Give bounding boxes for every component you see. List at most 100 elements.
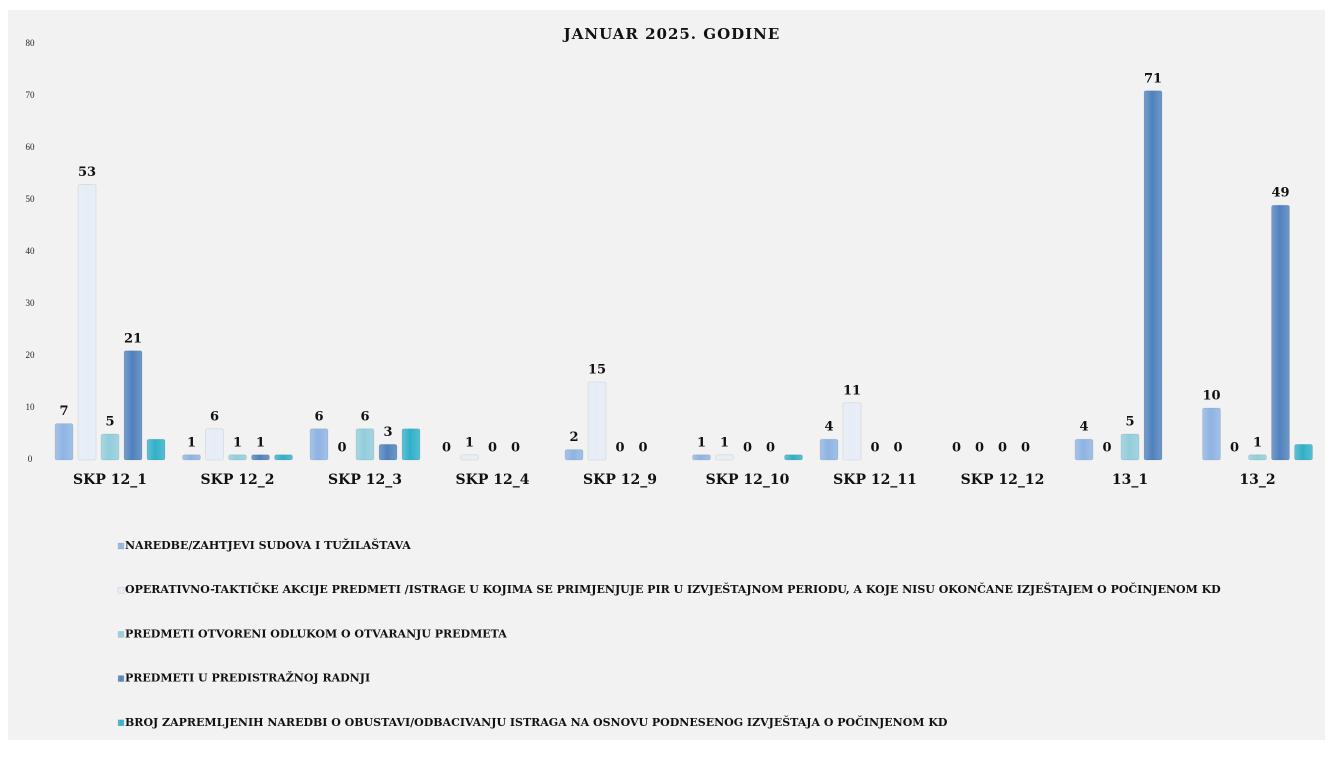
bar (123, 350, 143, 461)
bar (842, 402, 862, 461)
data-label: 4 (824, 420, 833, 435)
data-label: 6 (210, 409, 219, 424)
data-label: 1 (187, 435, 196, 450)
legend-label: OPERATIVNO-TAKTIČKE AKCIJE PREDMETI /IST… (125, 582, 1221, 596)
data-label: 1 (1253, 435, 1262, 450)
data-label: 0 (615, 441, 624, 456)
bar (587, 381, 607, 461)
data-label: 0 (893, 441, 902, 456)
data-label: 11 (843, 383, 861, 398)
data-label: 0 (488, 441, 497, 456)
data-label: 0 (511, 441, 520, 456)
data-label: 0 (952, 441, 961, 456)
y-tick-label: 80 (26, 38, 36, 48)
data-label: 1 (720, 435, 729, 450)
data-label: 0 (975, 441, 984, 456)
bar (100, 433, 120, 461)
data-label: 0 (870, 441, 879, 456)
legend-swatch (117, 719, 125, 727)
data-label: 5 (105, 415, 114, 430)
bar (77, 184, 97, 461)
x-tick-label: SKP 12_11 (833, 472, 917, 488)
legend-label: NAREDBE/ZAHTJEVI SUDOVA I TUŽILAŠTAVA (125, 538, 411, 552)
data-label: 3 (383, 425, 392, 440)
bar (1294, 444, 1313, 461)
legend-swatch (117, 675, 125, 682)
bar (309, 428, 329, 461)
data-label: 1 (697, 435, 706, 450)
data-label: 6 (314, 409, 323, 424)
legend-swatch (117, 631, 125, 638)
x-tick-label: SKP 12_2 (201, 472, 275, 488)
data-label: 1 (233, 435, 242, 450)
x-tick-label: 13_1 (1112, 472, 1148, 488)
x-tick-label: SKP 12_3 (328, 472, 402, 488)
bar (251, 454, 270, 461)
bar (819, 438, 839, 461)
bar (564, 449, 584, 461)
legend-label: PREDMETI OTVORENI ODLUKOM O OTVARANJU PR… (125, 627, 507, 640)
data-label: 71 (1144, 71, 1162, 86)
bar (205, 428, 224, 461)
bar (54, 423, 74, 461)
data-label: 5 (1125, 415, 1134, 430)
x-tick-label: SKP 12_12 (961, 472, 1045, 488)
bar (401, 428, 421, 461)
data-label: 0 (442, 441, 451, 456)
bar (378, 444, 398, 461)
x-tick-label: SKP 12_1 (73, 472, 147, 488)
bar (1143, 90, 1163, 461)
y-tick-label: 70 (26, 90, 36, 100)
y-tick-label: 50 (26, 194, 36, 204)
x-tick-label: 13_2 (1239, 472, 1275, 488)
bar (1248, 454, 1267, 461)
data-label: 0 (1102, 441, 1111, 456)
data-label: 10 (1202, 389, 1220, 404)
data-label: 21 (124, 331, 142, 346)
data-label: 49 (1271, 186, 1289, 201)
data-label: 0 (743, 441, 752, 456)
data-label: 0 (337, 441, 346, 456)
data-label: 0 (1021, 441, 1030, 456)
legend-swatch (117, 586, 125, 594)
bar (784, 454, 803, 461)
data-label: 0 (1230, 441, 1239, 456)
data-label: 6 (360, 409, 369, 424)
x-tick-label: SKP 12_4 (456, 472, 530, 488)
data-label: 15 (588, 363, 606, 378)
y-tick-label: 10 (26, 402, 36, 412)
bar (1202, 407, 1221, 461)
y-tick-label: 0 (28, 454, 33, 464)
data-label: 53 (78, 165, 96, 180)
chart-background (8, 10, 1325, 740)
bar (1271, 204, 1290, 461)
y-tick-label: 20 (26, 350, 36, 360)
data-label: 4 (1079, 420, 1088, 435)
data-label: 1 (256, 435, 265, 450)
x-tick-label: SKP 12_10 (706, 472, 790, 488)
data-label: 0 (638, 441, 647, 456)
x-tick-label: SKP 12_9 (583, 472, 657, 488)
bar (228, 454, 247, 461)
bar (692, 454, 711, 461)
bar (182, 454, 201, 461)
bar (460, 454, 479, 461)
legend-label: PREDMETI U PREDISTRAŽNOJ RADNJI (125, 671, 370, 685)
y-tick-label: 40 (26, 246, 36, 256)
bar (274, 454, 293, 461)
data-label: 7 (59, 404, 68, 419)
bar (715, 454, 734, 461)
bar (1120, 433, 1140, 461)
bar (146, 438, 166, 461)
y-tick-label: 30 (26, 298, 36, 308)
data-label: 0 (998, 441, 1007, 456)
legend-swatch (117, 542, 125, 550)
bar (1074, 438, 1094, 461)
data-label: 2 (569, 430, 578, 445)
chart-title: JANUAR 2025. GODINE (562, 25, 781, 43)
y-tick-label: 60 (26, 142, 36, 152)
data-label: 0 (766, 441, 775, 456)
legend-label: BROJ ZAPREMLJENIH NAREDBI O OBUSTAVI/ODB… (125, 715, 948, 729)
data-label: 1 (465, 435, 474, 450)
